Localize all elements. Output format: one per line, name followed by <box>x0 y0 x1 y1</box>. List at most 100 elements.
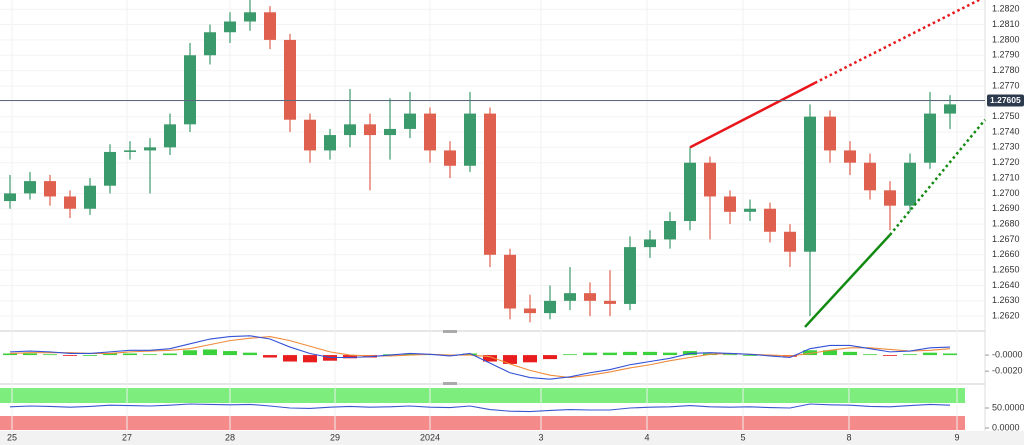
histogram-bar <box>103 353 117 356</box>
candle-body <box>104 151 116 186</box>
histogram-bar <box>803 350 817 356</box>
candle-body <box>584 293 596 301</box>
histogram-bar <box>123 353 137 356</box>
histogram-bar <box>503 355 517 364</box>
candle-body <box>204 32 216 56</box>
histogram-bar <box>723 354 737 356</box>
y-tick-label: -0.0000 <box>992 349 1023 359</box>
histogram-bar <box>143 354 157 356</box>
candle-body <box>824 116 836 151</box>
candle-body <box>24 181 36 194</box>
candle-body <box>604 300 616 304</box>
candle-body <box>224 21 236 33</box>
candle-body <box>44 181 56 197</box>
x-tick-label: 2024 <box>420 432 440 442</box>
trendline-extension <box>814 0 982 84</box>
x-tick-label: 9 <box>954 432 959 442</box>
histogram-bar <box>923 352 937 356</box>
y-tick-label: 1.2800 <box>992 34 1020 44</box>
histogram-bar <box>583 352 597 356</box>
candle-body <box>644 239 656 248</box>
candle-body <box>624 247 636 304</box>
x-tick-label: 29 <box>330 432 340 442</box>
histogram-bar <box>23 353 37 356</box>
candle-body <box>264 12 276 40</box>
candle-body <box>784 231 796 252</box>
candle-body <box>364 124 376 136</box>
x-tick-label: 25 <box>7 432 17 442</box>
y-tick-label: 1.2780 <box>992 65 1020 75</box>
histogram-bar <box>663 352 677 356</box>
y-tick-label: 1.2720 <box>992 157 1020 167</box>
y-tick-label: 1.2710 <box>992 172 1020 182</box>
histogram-bar <box>603 352 617 356</box>
candle-body <box>724 196 736 212</box>
histogram-bar <box>303 355 317 363</box>
histogram-bar <box>463 353 477 356</box>
y-tick-label: 1.2650 <box>992 265 1020 275</box>
trendline <box>689 81 816 149</box>
candle-body <box>4 193 16 202</box>
lower-zone <box>0 416 965 430</box>
candle-body <box>504 254 516 309</box>
histogram-bar <box>863 354 877 356</box>
candle-body <box>384 128 396 136</box>
candle-body <box>284 39 296 120</box>
candle-body <box>844 150 856 163</box>
candle-body <box>704 162 716 197</box>
macd-line <box>9 335 951 380</box>
y-tick-label: 1.2670 <box>992 234 1020 244</box>
y-tick-label: 1.2620 <box>992 311 1020 321</box>
y-tick-label: 1.2640 <box>992 280 1020 290</box>
candle-body <box>144 147 156 151</box>
histogram-bar <box>83 355 97 356</box>
histogram-bar <box>903 354 917 356</box>
candle-body <box>524 308 536 314</box>
candle-body <box>904 162 916 206</box>
y-tick-label: 1.2730 <box>992 142 1020 152</box>
histogram-bar <box>3 353 17 356</box>
y-tick-label: 1.2770 <box>992 80 1020 90</box>
candle-body <box>744 208 756 212</box>
candle-body <box>444 150 456 166</box>
histogram-bar <box>243 352 257 356</box>
histogram-bar <box>183 350 197 356</box>
histogram-bar <box>943 353 957 356</box>
histogram-bar <box>883 355 897 356</box>
price-badge <box>987 94 1024 107</box>
candle-body <box>184 55 196 125</box>
resize-handle[interactable] <box>443 330 457 333</box>
x-tick-label: 3 <box>538 432 543 442</box>
x-axis-bar <box>0 431 1024 445</box>
price-label: 1.27605 <box>990 95 1021 105</box>
x-tick-label: 4 <box>644 432 649 442</box>
histogram-bar <box>843 351 857 356</box>
histogram-bar <box>543 355 557 360</box>
histogram-bar <box>63 355 77 356</box>
candle-body <box>244 12 256 22</box>
y-tick-label: 1.2660 <box>992 249 1020 259</box>
histogram-bar <box>643 351 657 356</box>
resize-handle[interactable] <box>443 382 457 385</box>
y-tick-label: 1.2630 <box>992 295 1020 305</box>
histogram-bar <box>163 353 177 356</box>
candle-body <box>664 221 676 240</box>
x-tick-label: 27 <box>122 432 132 442</box>
histogram-bar <box>283 355 297 362</box>
x-tick-label: 5 <box>740 432 745 442</box>
candle-body <box>884 190 896 206</box>
histogram-bar <box>263 355 277 358</box>
candle-body <box>164 124 176 148</box>
histogram-bar <box>523 355 537 363</box>
candle-body <box>544 300 556 314</box>
histogram-bar <box>403 353 417 356</box>
histogram-bar <box>743 355 757 356</box>
upper-zone <box>0 388 965 403</box>
y-tick-label: 1.2820 <box>992 4 1020 14</box>
candle-body <box>424 113 436 151</box>
histogram-bar <box>203 349 217 356</box>
candle-body <box>804 116 816 252</box>
histogram-bar <box>483 355 497 362</box>
y-tick-label: 1.2790 <box>992 50 1020 60</box>
